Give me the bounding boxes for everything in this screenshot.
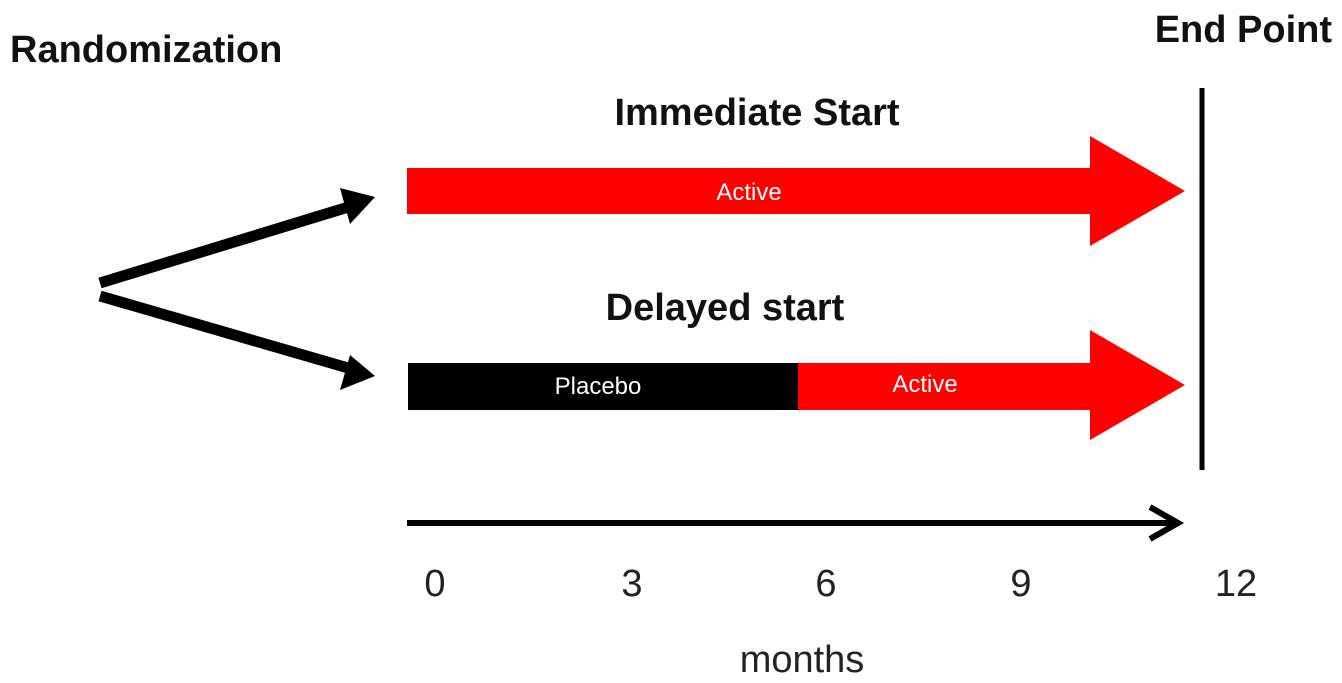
time-axis — [407, 504, 1185, 542]
axis-unit-label: months — [740, 639, 865, 681]
delayed-active-label: Active — [892, 371, 957, 398]
immediate-active-arrow — [407, 136, 1185, 246]
immediate-active-label: Active — [716, 179, 781, 206]
tick-label: 3 — [621, 563, 642, 605]
branch-lower-arrow-shaft — [98, 290, 357, 376]
randomization-label: Randomization — [10, 29, 282, 71]
branch-upper-arrowhead — [340, 188, 375, 224]
tick-label: 6 — [815, 563, 836, 605]
delayed-active-arrow — [797, 330, 1185, 440]
tick-label: 12 — [1215, 563, 1257, 605]
randomization-branch — [98, 188, 375, 390]
time-axis-arrowhead — [1148, 504, 1185, 542]
tick-label: 9 — [1010, 563, 1031, 605]
delayed-start-label: Delayed start — [606, 287, 845, 329]
branch-upper-arrow-shaft — [98, 199, 357, 289]
delayed-placebo-label: Placebo — [555, 373, 642, 400]
delayed-placebo-bar — [408, 363, 798, 410]
tick-label: 0 — [424, 563, 445, 605]
immediate-start-label: Immediate Start — [614, 92, 899, 134]
branch-lower-arrowhead — [340, 355, 375, 390]
end-point-label: End Point — [1155, 9, 1333, 51]
